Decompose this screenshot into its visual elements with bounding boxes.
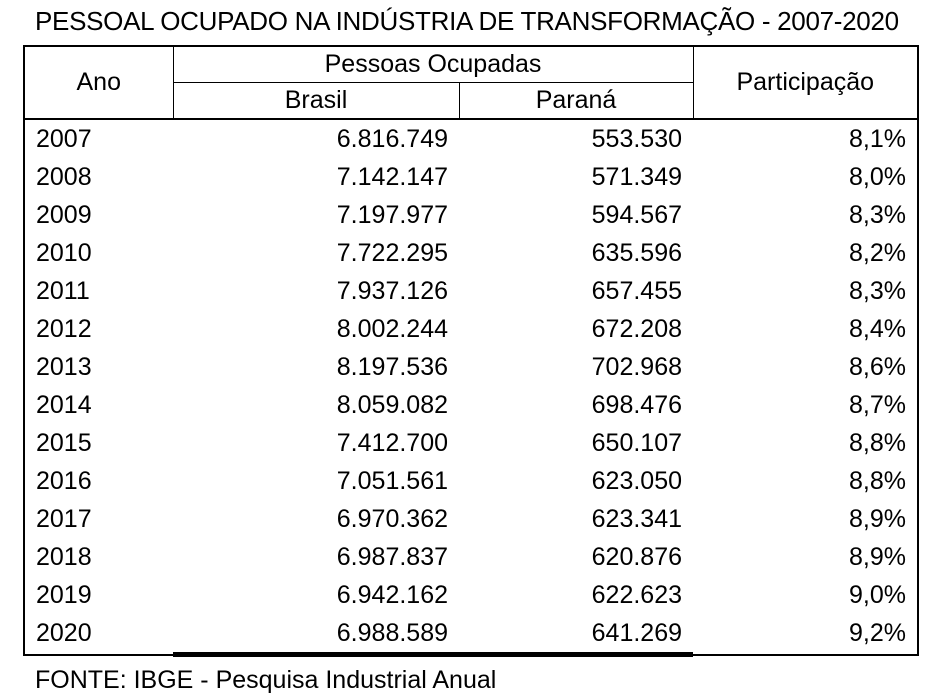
cell-parana: 553.530 — [591, 124, 683, 153]
cell-ano: 2009 — [36, 200, 92, 229]
cell-brasil: 8.002.244 — [336, 314, 448, 343]
table-row: 2020 6.988.589 641.269 9,2% — [24, 614, 918, 658]
table-header: Ano Pessoas Ocupadas Participação Brasil… — [23, 45, 919, 121]
cell-participacao: 8,2% — [849, 238, 907, 267]
cell-parana: 623.341 — [591, 504, 683, 533]
table-row: 2016 7.051.561 623.050 8,8% — [24, 462, 918, 500]
cell-brasil: 6.987.837 — [336, 542, 448, 571]
cell-participacao: 8,6% — [849, 352, 907, 381]
table-row: 2010 7.722.295 635.596 8,2% — [24, 234, 918, 272]
cell-brasil: 7.937.126 — [336, 276, 448, 305]
table-row: 2008 7.142.147 571.349 8,0% — [24, 158, 918, 196]
cell-participacao: 8,3% — [849, 276, 907, 305]
cell-brasil: 6.816.749 — [336, 124, 448, 153]
cell-parana: 657.455 — [591, 276, 683, 305]
cell-parana: 650.107 — [591, 428, 683, 457]
cell-parana: 702.968 — [591, 352, 683, 381]
table-row: 2007 6.816.749 553.530 8,1% — [24, 119, 918, 158]
cell-parana: 620.876 — [591, 542, 683, 571]
cell-ano: 2019 — [36, 580, 92, 609]
cell-parana: 672.208 — [591, 314, 683, 343]
cell-participacao: 8,7% — [849, 390, 907, 419]
table-row: 2018 6.987.837 620.876 8,9% — [24, 538, 918, 576]
table-body: 2007 6.816.749 553.530 8,1% 2008 7.142.147 571… — [24, 119, 918, 658]
cell-parana: 623.050 — [591, 466, 683, 495]
table-row: 2013 8.197.536 702.968 8,6% — [24, 348, 918, 386]
cell-participacao: 8,9% — [849, 542, 907, 571]
cell-ano: 2011 — [36, 276, 90, 305]
header-participacao: Participação — [692, 45, 919, 121]
cell-participacao: 8,3% — [849, 200, 907, 229]
cell-participacao: 9,2% — [849, 619, 907, 648]
cell-ano: 2012 — [36, 314, 92, 343]
header-parana: Paraná — [458, 82, 694, 121]
cell-participacao: 8,9% — [849, 504, 907, 533]
cell-brasil: 7.722.295 — [336, 238, 448, 267]
header-pessoas-ocupadas: Pessoas Ocupadas — [172, 45, 694, 84]
cell-parana: 622.623 — [591, 580, 683, 609]
cell-ano: 2010 — [36, 238, 92, 267]
table-row: 2019 6.942.162 622.623 9,0% — [24, 576, 918, 614]
table-row: 2012 8.002.244 672.208 8,4% — [24, 310, 918, 348]
table-row: 2009 7.197.977 594.567 8,3% — [24, 196, 918, 234]
cell-parana: 594.567 — [591, 200, 683, 229]
cell-brasil: 8.059.082 — [336, 390, 448, 419]
cell-ano: 2007 — [36, 124, 92, 153]
cell-brasil: 7.051.561 — [336, 466, 448, 495]
cell-participacao: 8,4% — [849, 314, 907, 343]
header-brasil: Brasil — [172, 82, 460, 121]
header-row-2: Brasil Paraná — [24, 82, 918, 121]
cell-participacao: 9,0% — [849, 580, 907, 609]
cell-ano: 2015 — [36, 428, 92, 457]
cell-participacao: 8,0% — [849, 162, 907, 191]
cell-parana: 571.349 — [591, 162, 683, 191]
cell-brasil: 7.197.977 — [336, 200, 448, 229]
cell-brasil: 8.197.536 — [336, 352, 448, 381]
cell-brasil: 7.412.700 — [336, 428, 448, 457]
cell-ano: 2020 — [36, 619, 92, 648]
cell-brasil: 6.942.162 — [336, 580, 448, 609]
cell-participacao: 8,1% — [849, 124, 907, 153]
cell-brasil: 6.988.589 — [173, 614, 459, 658]
cell-participacao: 8,8% — [849, 428, 907, 457]
cell-ano: 2016 — [36, 466, 92, 495]
cell-ano: 2014 — [36, 390, 92, 419]
header-ano: Ano — [23, 45, 174, 121]
cell-ano: 2008 — [36, 162, 92, 191]
cell-ano: 2017 — [36, 504, 92, 533]
table-row: 2017 6.970.362 623.341 8,9% — [24, 500, 918, 538]
cell-parana: 635.596 — [591, 238, 683, 267]
cell-brasil: 7.142.147 — [336, 162, 448, 191]
page-title: PESSOAL OCUPADO NA INDÚSTRIA DE TRANSFOR… — [35, 6, 899, 36]
cell-parana: 641.269 — [459, 614, 694, 658]
table-row: 2015 7.412.700 650.107 8,8% — [24, 424, 918, 462]
cell-ano: 2018 — [36, 542, 92, 571]
table-row: 2014 8.059.082 698.476 8,7% — [24, 386, 918, 424]
cell-ano: 2013 — [36, 352, 92, 381]
cell-parana: 698.476 — [591, 390, 683, 419]
source-note: FONTE: IBGE - Pesquisa Industrial Anual — [35, 666, 497, 695]
cell-brasil: 6.970.362 — [336, 504, 448, 533]
header-row-1: Ano Pessoas Ocupadas Participação — [23, 45, 919, 121]
data-table: Ano Pessoas Ocupadas Participação Brasil… — [23, 45, 920, 658]
table-row: 2011 7.937.126 657.455 8,3% — [24, 272, 918, 310]
cell-participacao: 8,8% — [849, 466, 907, 495]
